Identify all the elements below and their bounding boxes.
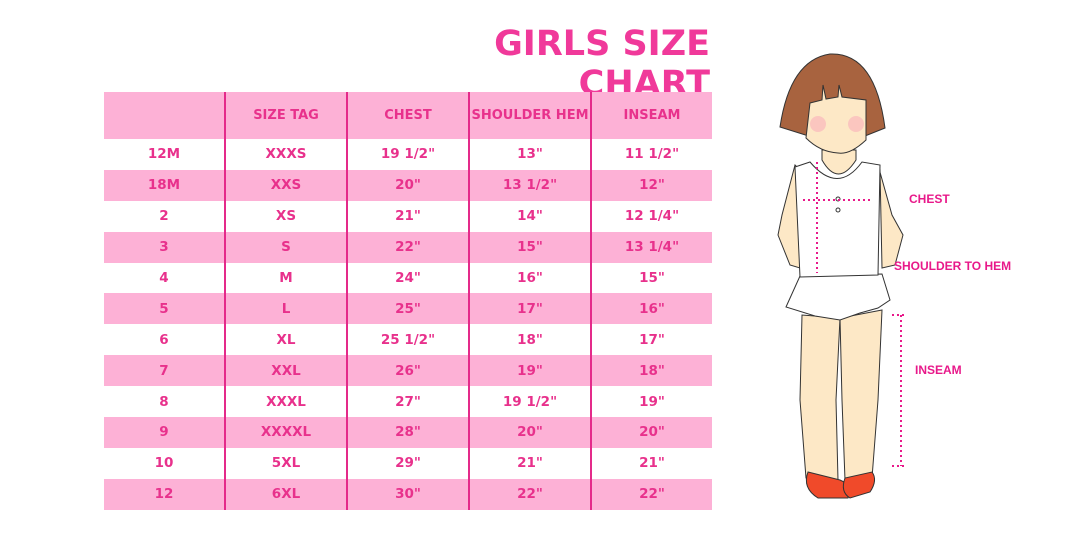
table-cell: 19 1/2" (468, 386, 591, 418)
table-cell: 22" (590, 478, 712, 510)
table-cell: 22" (468, 478, 591, 510)
table-cell: 19" (468, 355, 591, 387)
table-row: 2 XS 21" 14" 12 1/4" (104, 200, 712, 232)
table-cell: 11 1/2" (590, 139, 712, 170)
table-cell: 20" (590, 417, 712, 448)
table-cell: XXS (224, 169, 347, 201)
table-cell: 3 (104, 231, 225, 263)
table-cell: 29" (346, 447, 469, 479)
table-cell: XXXS (224, 139, 347, 170)
table-cell: 10 (154, 455, 174, 472)
table-cell: 19 1/2" (346, 139, 469, 170)
table-cell: XXXXL (224, 417, 347, 448)
table-row: 4 M 24" 16" 15" (104, 262, 712, 294)
table-row: 10 5XL 29" 21" 21" (104, 447, 712, 479)
table-cell: 2 (159, 208, 169, 225)
table-cell: 20" (468, 417, 591, 448)
table-cell: 21" (468, 447, 591, 479)
table-cell: 12 1/4" (590, 200, 712, 232)
column-header: SIZE TAG (224, 92, 347, 139)
table-cell: 14" (468, 200, 591, 232)
table-cell: 8 (159, 393, 169, 410)
table-cell: 16" (590, 293, 712, 325)
table-cell: 20" (346, 169, 469, 201)
table-cell: 26" (346, 355, 469, 387)
table-cell: 12M (147, 146, 181, 163)
table-cell: S (224, 231, 347, 263)
right-shoe (842, 471, 876, 499)
size-table: SIZE TAG CHEST SHOULDER HEM INSEAM 12M XXXS 1… (104, 92, 712, 510)
table-row: 18M XXS 20" 13 1/2" 12" (104, 169, 712, 201)
table-cell: 9 (104, 417, 225, 448)
table-cell: 15" (468, 231, 591, 263)
table-cell: 13 1/2" (468, 169, 591, 201)
table-cell: 18" (590, 355, 712, 387)
table-cell: 21" (346, 200, 469, 232)
table-cell: 12" (590, 169, 712, 201)
table-cell: 16" (468, 262, 591, 294)
table-cell: 6XL (224, 478, 347, 510)
table-cell: 13" (468, 139, 591, 170)
table-row: 7 XXL 26" 19" 18" (104, 355, 712, 387)
left-leg (799, 314, 841, 481)
right-arm (877, 164, 904, 269)
chest-label: CHEST (909, 192, 950, 206)
table-cell: 30" (346, 478, 469, 510)
table-cell: 5 (104, 293, 225, 325)
table-cell: 25 1/2" (346, 324, 469, 356)
table-cell: M (224, 262, 347, 294)
table-row: 5 L 25" 17" 16" (104, 293, 712, 325)
column-header: SHOULDER HEM (468, 92, 591, 139)
column-header (104, 92, 225, 139)
table-cell: 21" (590, 447, 712, 479)
table-cell: 24" (346, 262, 469, 294)
table-cell: 12 (104, 478, 225, 510)
table-cell: 18M (104, 169, 225, 201)
table-cell: 5XL (224, 447, 347, 479)
table-cell: 17" (590, 324, 712, 356)
table-cell: 4 (159, 270, 169, 286)
shirt (794, 161, 881, 278)
table-cell: XXXL (224, 386, 347, 418)
shoulder-to-hem-label: SHOULDER TO HEM (894, 259, 1012, 273)
right-leg (839, 309, 883, 481)
table-cell: XS (224, 200, 347, 232)
table-row: 3 S 22" 15" 13 1/4" (104, 231, 712, 263)
table-cell: 28" (346, 417, 469, 448)
table-cell: 13 1/4" (590, 231, 712, 263)
table-row: 8 XXXL 27" 19 1/2" 19" (104, 386, 712, 418)
table-cell: 27" (346, 386, 469, 418)
column-header: CHEST (346, 92, 469, 139)
table-cell: 25" (346, 293, 469, 325)
page-title: GIRLS SIZE CHART (494, 24, 710, 104)
skirt (785, 273, 891, 321)
table-header-row: SIZE TAG CHEST SHOULDER HEM INSEAM (104, 92, 712, 139)
table-row: 6 XL 25 1/2" 18" 17" (104, 324, 712, 356)
face (805, 84, 867, 154)
column-header: INSEAM (590, 92, 712, 139)
inseam-label: INSEAM (915, 363, 962, 377)
table-cell: 15" (590, 262, 712, 294)
table-cell: 6 (159, 331, 169, 348)
table-cell: 18" (468, 324, 591, 356)
table-cell: L (224, 293, 347, 325)
table-cell: 17" (468, 293, 591, 325)
table-cell: 7 (104, 355, 225, 387)
table-row: 12M XXXS 19 1/2" 13" 11 1/2" (104, 139, 712, 170)
table-cell: XL (224, 324, 347, 356)
table-row: 12 6XL 30" 22" 22" (104, 478, 712, 510)
table-cell: XXL (224, 355, 347, 387)
table-cell: 22" (346, 231, 469, 263)
table-cell: 19" (590, 386, 712, 418)
table-row: 9 XXXXL 28" 20" 20" (104, 417, 712, 448)
neck (821, 149, 857, 175)
